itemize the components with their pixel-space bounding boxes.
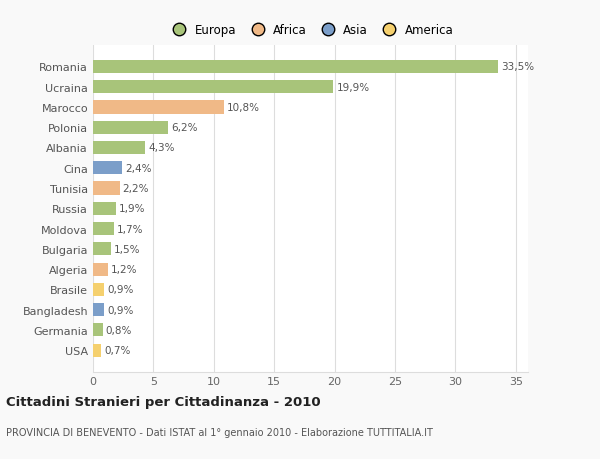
Bar	[93, 263, 107, 276]
Bar	[93, 324, 103, 337]
Bar	[93, 182, 119, 195]
Bar	[93, 162, 122, 175]
Bar	[93, 344, 101, 357]
Bar	[93, 303, 104, 317]
Bar	[93, 101, 223, 114]
Bar	[93, 223, 113, 235]
Text: 10,8%: 10,8%	[227, 103, 260, 113]
Bar	[93, 61, 498, 74]
Bar	[93, 121, 168, 134]
Text: 33,5%: 33,5%	[501, 62, 534, 72]
Text: 2,2%: 2,2%	[122, 184, 149, 194]
Text: 2,4%: 2,4%	[125, 163, 152, 174]
Text: 1,2%: 1,2%	[110, 264, 137, 274]
Text: PROVINCIA DI BENEVENTO - Dati ISTAT al 1° gennaio 2010 - Elaborazione TUTTITALIA: PROVINCIA DI BENEVENTO - Dati ISTAT al 1…	[6, 427, 433, 437]
Bar	[93, 81, 334, 94]
Text: 0,7%: 0,7%	[104, 346, 131, 355]
Text: 1,7%: 1,7%	[116, 224, 143, 234]
Text: 0,9%: 0,9%	[107, 285, 133, 295]
Text: 6,2%: 6,2%	[171, 123, 197, 133]
Text: Cittadini Stranieri per Cittadinanza - 2010: Cittadini Stranieri per Cittadinanza - 2…	[6, 395, 320, 408]
Text: 1,9%: 1,9%	[119, 204, 145, 214]
Bar	[93, 142, 145, 155]
Text: 4,3%: 4,3%	[148, 143, 175, 153]
Text: 0,8%: 0,8%	[106, 325, 132, 335]
Text: 19,9%: 19,9%	[337, 83, 370, 93]
Bar	[93, 202, 116, 215]
Bar	[93, 243, 111, 256]
Text: 1,5%: 1,5%	[114, 244, 140, 254]
Legend: Europa, Africa, Asia, America: Europa, Africa, Asia, America	[163, 19, 458, 42]
Text: 0,9%: 0,9%	[107, 305, 133, 315]
Bar	[93, 283, 104, 297]
